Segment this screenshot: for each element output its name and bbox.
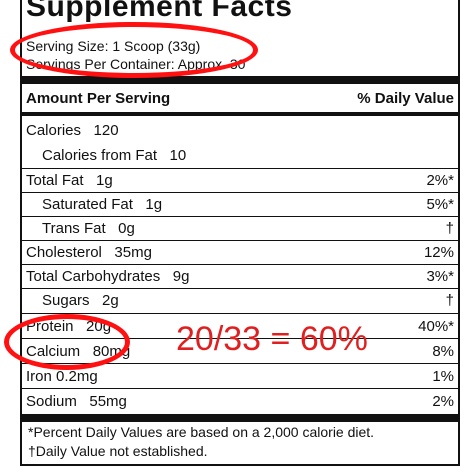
divider-thick-top <box>22 76 458 84</box>
divider <box>22 168 458 169</box>
divider-header <box>22 112 458 116</box>
column-header: Amount Per Serving % Daily Value <box>22 86 458 110</box>
nutrient-dv: † <box>445 291 454 309</box>
label-title: Supplement Facts <box>26 0 293 23</box>
nutrient-amount: 120 <box>93 121 119 139</box>
nutrient-name: Calories from Fat <box>42 146 158 164</box>
nutrient-name: Cholesterol <box>26 243 102 261</box>
footnote-not-established: †Daily Value not established. <box>28 443 208 459</box>
nutrient-name: Total Carbohydrates <box>26 267 161 285</box>
nutrient-name: Iron <box>26 367 52 385</box>
nutrient-dv: 5%* <box>426 195 454 213</box>
nutrient-dv: 8% <box>432 342 454 360</box>
nutrient-name: Calories <box>26 121 82 139</box>
divider <box>22 192 458 193</box>
divider <box>22 216 458 217</box>
row-iron: Iron 0.2mg 1% <box>22 364 458 388</box>
row-sugars: Sugars 2g † <box>22 288 458 312</box>
nutrient-amount: 1g <box>96 171 113 189</box>
nutrient-dv: 12% <box>423 243 454 261</box>
nutrient-name: Sugars <box>42 291 90 309</box>
nutrient-dv: 1% <box>432 367 454 385</box>
nutrient-dv: 2%* <box>426 171 454 189</box>
nutrient-dv: 3%* <box>426 267 454 285</box>
footnote-daily-values: *Percent Daily Values are based on a 2,0… <box>28 424 375 440</box>
header-amount-per-serving: Amount Per Serving <box>26 89 171 107</box>
row-total-carbohydrates: Total Carbohydrates 9g 3%* <box>22 264 458 288</box>
nutrient-dv: † <box>445 219 454 237</box>
divider <box>22 264 458 265</box>
nutrient-dv: 2% <box>432 392 454 410</box>
divider-thick-bottom <box>22 414 458 422</box>
nutrient-name: Saturated Fat <box>42 195 133 213</box>
nutrient-amount: 2g <box>102 291 119 309</box>
row-calories: Calories 120 <box>22 118 458 142</box>
divider <box>22 388 458 389</box>
nutrient-amount: 1g <box>145 195 163 213</box>
nutrient-amount: 35mg <box>114 243 152 261</box>
nutrient-dv: 40%* <box>418 317 454 335</box>
highlight-circle-protein <box>4 314 130 370</box>
annotation-ratio-text: 20/33 = 60% <box>176 320 368 358</box>
nutrient-name: Sodium <box>26 392 77 410</box>
row-sodium: Sodium 55mg 2% <box>22 389 458 413</box>
nutrient-name: Trans Fat <box>42 219 106 237</box>
nutrient-amount: 9g <box>172 267 190 285</box>
row-trans-fat: Trans Fat 0g † <box>22 216 458 240</box>
nutrient-amount: 0.2mg <box>56 367 98 385</box>
header-daily-value: % Daily Value <box>357 89 454 107</box>
divider <box>22 313 458 314</box>
divider <box>22 338 458 339</box>
divider <box>22 288 458 289</box>
nutrient-amount: 0g <box>118 219 135 237</box>
highlight-circle-serving-size <box>10 22 258 78</box>
row-total-fat: Total Fat 1g 2%* <box>22 168 458 192</box>
row-cholesterol: Cholesterol 35mg 12% <box>22 240 458 264</box>
divider <box>22 363 458 364</box>
nutrient-amount: 10 <box>169 146 187 164</box>
divider <box>22 240 458 241</box>
row-calories-from-fat: Calories from Fat 10 <box>22 143 458 167</box>
row-saturated-fat: Saturated Fat 1g 5%* <box>22 192 458 216</box>
nutrient-amount: 55mg <box>89 392 127 410</box>
nutrient-name: Total Fat <box>26 171 84 189</box>
